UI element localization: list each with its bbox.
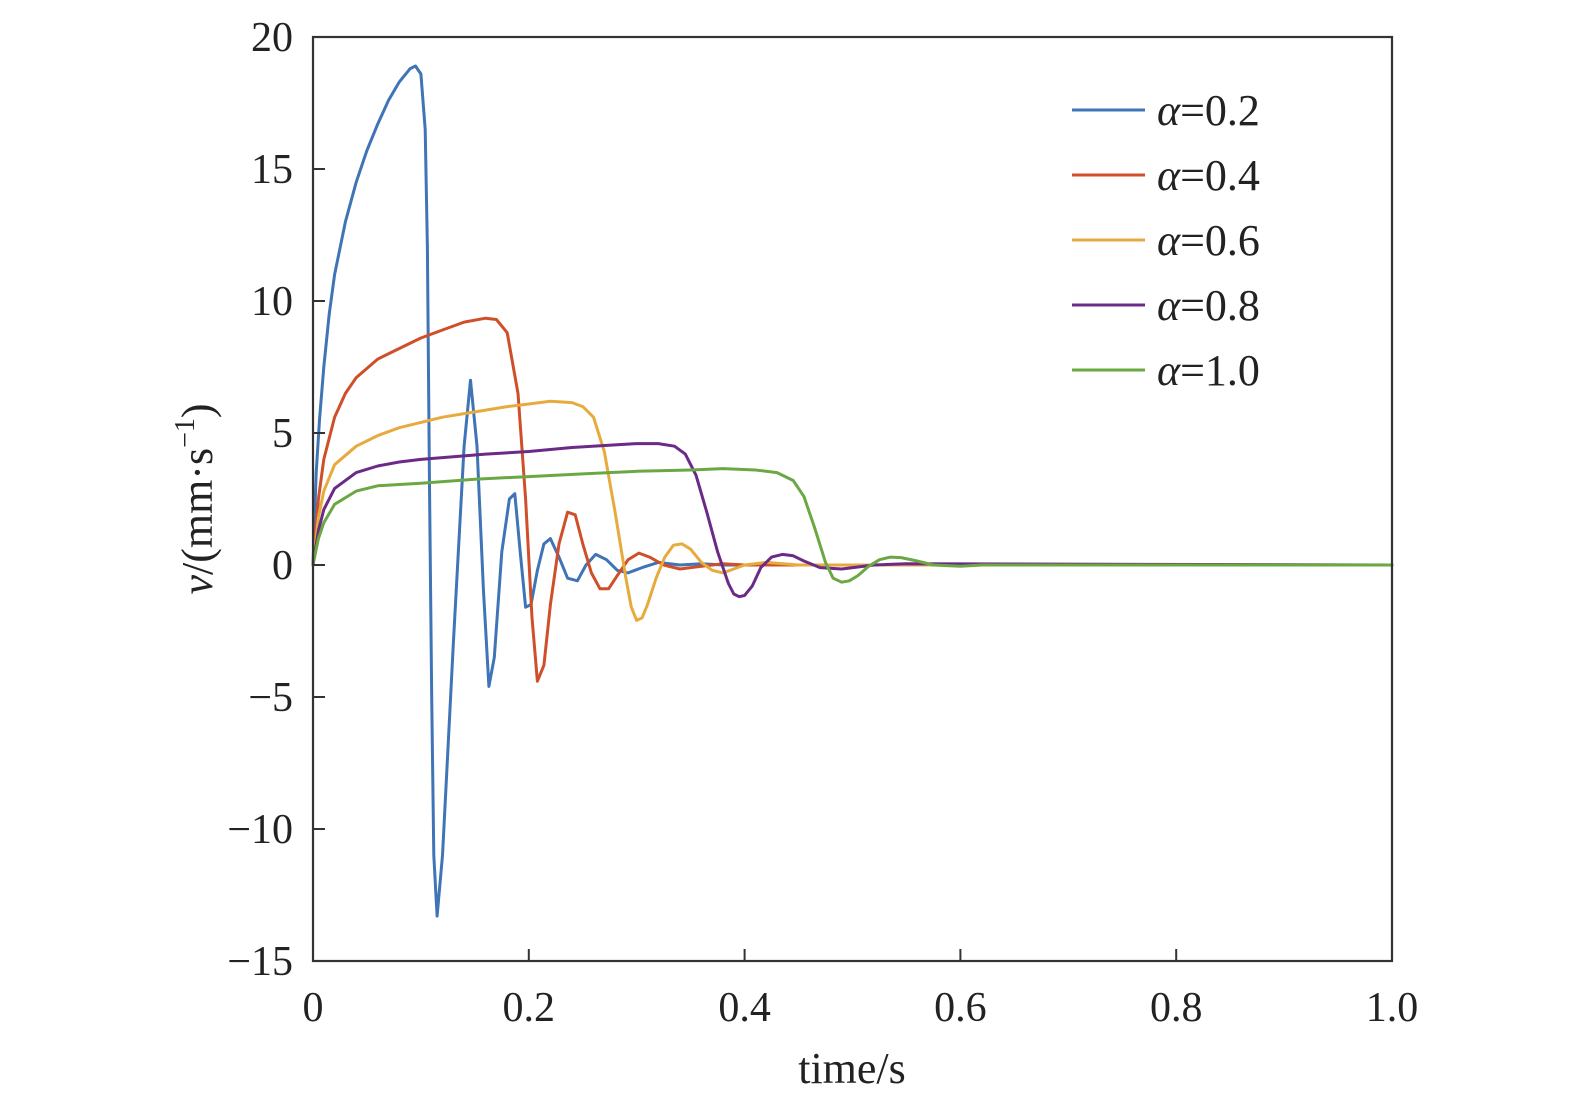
y-axis-unit-exponent: −1 — [170, 418, 201, 448]
y-tick-label: 5 — [272, 411, 293, 457]
legend-label-3: α=0.6 — [1157, 216, 1260, 265]
y-axis-symbol: v — [173, 575, 222, 595]
y-tick-label: −10 — [227, 807, 293, 853]
series-line-2 — [311, 316, 1394, 683]
legend: α=0.2 α=0.4 α=0.6 α=0.8 α=1.0 — [1072, 86, 1260, 395]
tick-layer — [312, 36, 1393, 962]
y-axis-unit-prefix: /(mm·s — [173, 448, 222, 575]
x-tick-label: 0.6 — [934, 985, 987, 1031]
series-line-4 — [311, 442, 1394, 599]
y-axis-unit-suffix: ) — [173, 403, 222, 418]
y-tick-label: 10 — [251, 279, 293, 325]
legend-label-1: α=0.2 — [1157, 86, 1260, 135]
x-tick-label: 1.0 — [1366, 985, 1419, 1031]
tick-label-layer: 0 0.2 0.4 0.6 0.8 1.0 20 15 10 5 0 −5 −10 −15 — [227, 15, 1418, 1031]
series-line-3 — [311, 399, 1394, 622]
series-line-1 — [311, 64, 1394, 918]
y-tick-label: −5 — [248, 675, 293, 721]
series-layer — [311, 64, 1394, 918]
y-tick-label: −15 — [227, 939, 293, 985]
y-tick-label: 15 — [251, 147, 293, 193]
y-axis-label: v/(mm·s−1) — [170, 403, 222, 594]
legend-label-5: α=1.0 — [1157, 346, 1260, 395]
plot-frame — [311, 35, 1394, 963]
legend-label-4: α=0.8 — [1157, 281, 1260, 330]
x-tick-label: 0.4 — [718, 985, 771, 1031]
x-tick-label: 0.8 — [1150, 985, 1203, 1031]
x-axis-label: time/s — [798, 1044, 906, 1093]
x-tick-label: 0.2 — [503, 985, 556, 1031]
y-tick-label: 20 — [251, 15, 293, 61]
x-tick-label: 0 — [303, 985, 324, 1031]
series-line-5 — [311, 467, 1394, 584]
y-tick-label: 0 — [272, 543, 293, 589]
legend-label-2: α=0.4 — [1157, 151, 1260, 200]
